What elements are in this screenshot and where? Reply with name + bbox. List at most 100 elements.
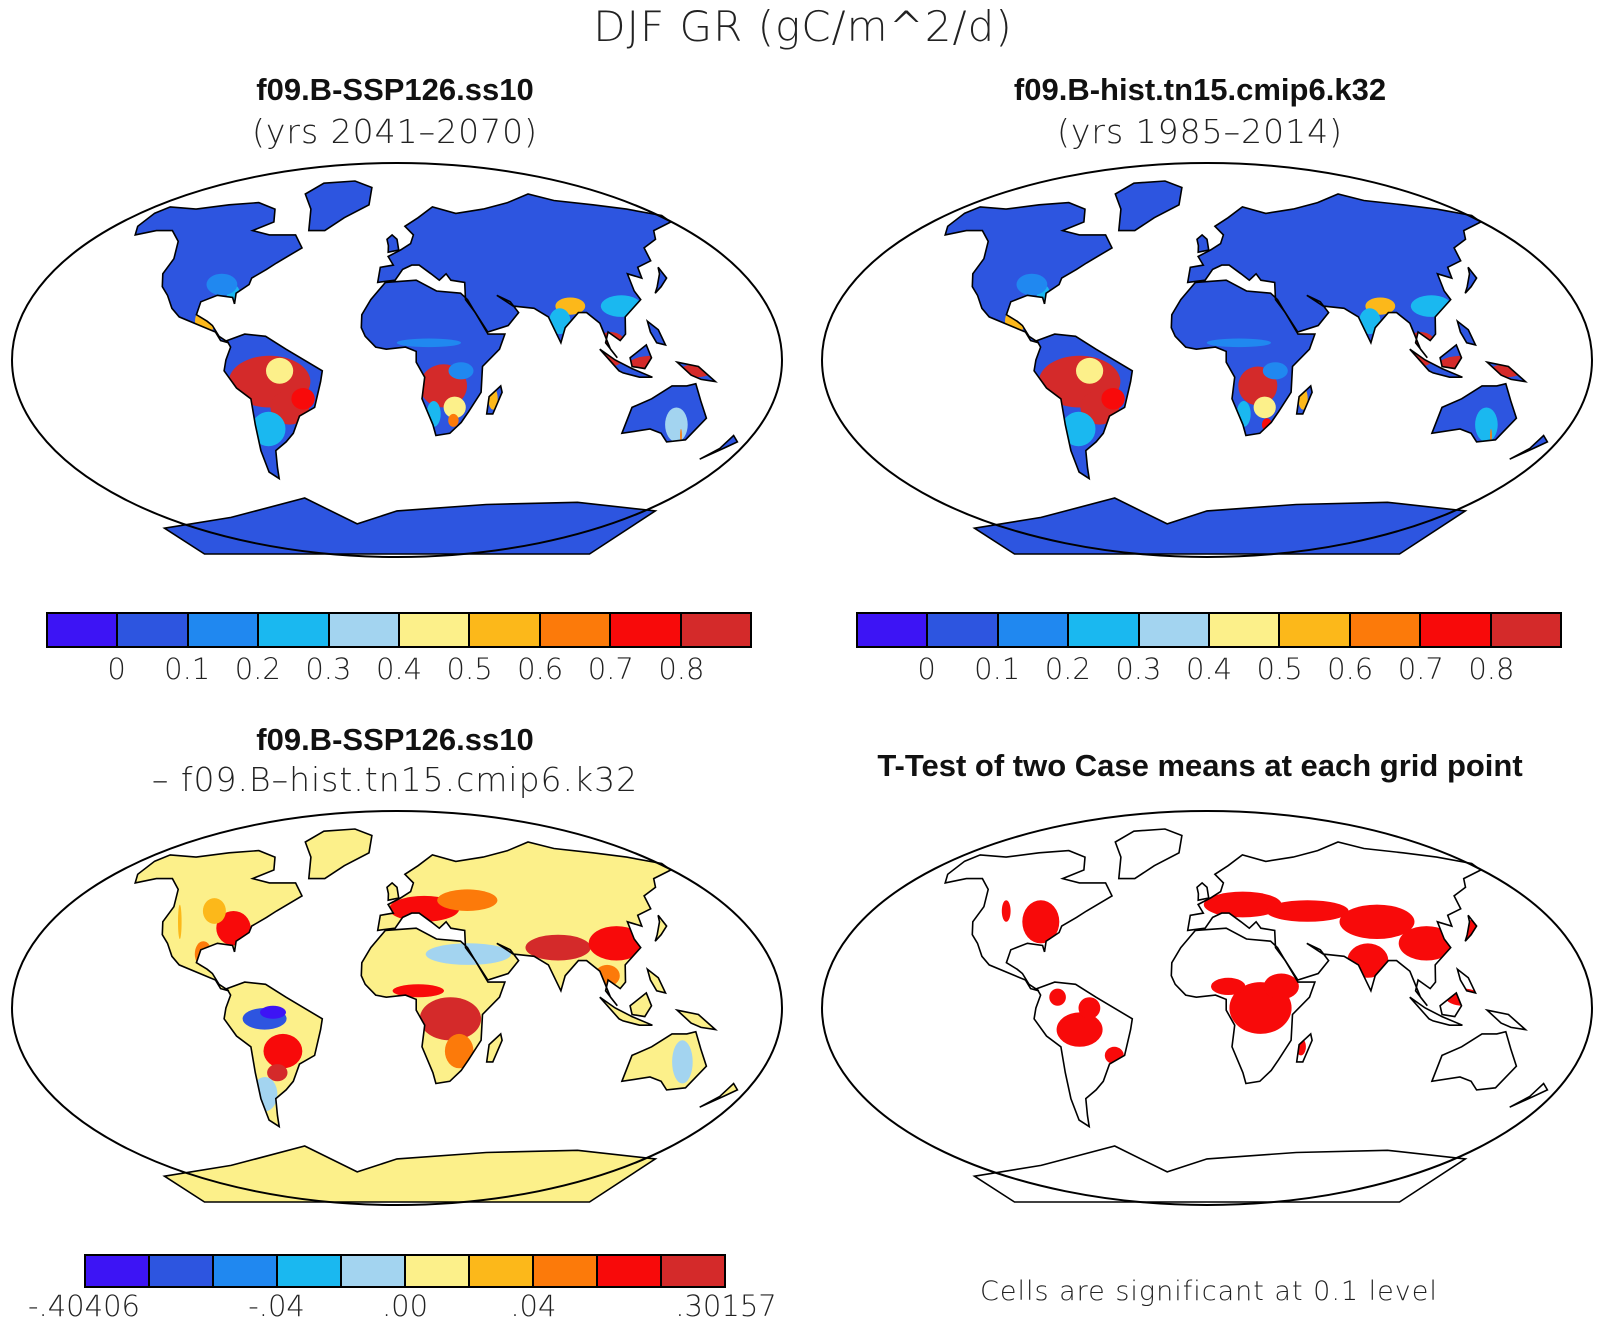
coastline-borneo bbox=[1439, 991, 1463, 1018]
field-patch bbox=[588, 926, 645, 961]
colorbar-box-4 bbox=[329, 614, 401, 646]
coastline-uk bbox=[1196, 881, 1210, 902]
field-patch bbox=[1016, 273, 1048, 296]
field-patch bbox=[1490, 429, 1492, 442]
coastline-uk bbox=[386, 881, 400, 902]
field-patch bbox=[672, 1040, 693, 1084]
field-patch bbox=[396, 338, 461, 348]
map-panel-1 bbox=[11, 162, 783, 558]
field-patch bbox=[263, 1033, 303, 1069]
field-patch bbox=[1262, 362, 1288, 380]
field-patch bbox=[267, 1064, 288, 1082]
colorbar-box-7 bbox=[534, 1256, 598, 1286]
coastline-northAmerica bbox=[944, 201, 1114, 344]
coastline-indonesia bbox=[599, 348, 653, 378]
map-panel-2 bbox=[821, 162, 1593, 558]
panel-2-title: f09.B-hist.tn15.cmip6.k32 bbox=[1013, 72, 1387, 107]
field-patch bbox=[260, 1005, 286, 1019]
colorbar-tick-label: 0 bbox=[917, 652, 936, 686]
colorbar-tick-label: 0.1 bbox=[974, 652, 1021, 686]
colorbar-box-8 bbox=[611, 614, 682, 646]
field-patch bbox=[444, 1033, 474, 1069]
coastline-japan bbox=[654, 914, 668, 942]
map-border bbox=[821, 162, 1593, 558]
coastline-nz bbox=[699, 1082, 739, 1108]
coastline-madagascar bbox=[485, 1032, 503, 1063]
panel-3-subtitle: – f09.B–hist.tn15.cmip6.k32 bbox=[151, 760, 639, 799]
field-patch bbox=[525, 934, 591, 961]
field-patch bbox=[291, 388, 315, 410]
coastline-eurasia bbox=[1186, 193, 1483, 359]
colorbar-box-5 bbox=[400, 614, 471, 646]
colorbar-box-5 bbox=[1210, 614, 1281, 646]
coastline-greenland bbox=[1114, 828, 1183, 880]
field-patch bbox=[665, 407, 688, 442]
colorbar-box-6 bbox=[470, 1256, 534, 1286]
panel-3-title: f09.B-SSP126.ss10 bbox=[256, 722, 534, 757]
coastline-madagascar bbox=[1295, 1032, 1313, 1063]
colorbar-panel-1 bbox=[46, 612, 752, 648]
colorbar-box-1 bbox=[928, 614, 999, 646]
coastline-indonesia bbox=[599, 996, 653, 1026]
field-patch bbox=[178, 904, 182, 939]
coastline-newguinea bbox=[1484, 360, 1528, 383]
field-patch bbox=[1206, 338, 1271, 348]
map-panel-3 bbox=[11, 810, 783, 1206]
coastline-australia bbox=[1430, 382, 1518, 443]
coastline-philippines bbox=[1455, 967, 1477, 995]
colorbar-tick-label: .00 bbox=[381, 1289, 429, 1323]
coastline-southAmerica bbox=[1033, 333, 1134, 481]
colorbar-tick-label: .30157 bbox=[675, 1289, 777, 1323]
colorbar-tick-label: 0.6 bbox=[1327, 652, 1374, 686]
coastline-newguinea bbox=[674, 1008, 718, 1031]
field-patch bbox=[1475, 407, 1498, 442]
coastline-borneo bbox=[629, 343, 653, 370]
field-patch bbox=[1266, 900, 1349, 922]
field-patch bbox=[448, 362, 474, 380]
colorbar-tick-label: 0.5 bbox=[446, 652, 493, 686]
field-patch bbox=[251, 411, 286, 447]
colorbar-tick-label: 0.2 bbox=[1044, 652, 1091, 686]
colorbar-box-9 bbox=[1491, 614, 1561, 646]
field-patch bbox=[1061, 411, 1096, 447]
panel-1-title: f09.B-SSP126.ss10 bbox=[256, 72, 534, 107]
coastline-newguinea bbox=[674, 360, 718, 383]
coastline-northAmerica bbox=[944, 849, 1114, 992]
field-patch bbox=[266, 357, 294, 384]
coastline-indonesia bbox=[1409, 348, 1463, 378]
colorbar-tick-label: 0.4 bbox=[375, 652, 423, 686]
field-patch bbox=[1001, 900, 1011, 922]
colorbar-tick-label: 0.2 bbox=[234, 652, 281, 686]
colorbar-box-9 bbox=[662, 1256, 724, 1286]
colorbar-tick-label: -.40406 bbox=[28, 1289, 140, 1323]
colorbar-tick-label: 0.5 bbox=[1256, 652, 1303, 686]
colorbar-panel-3-labels: -.40406 -.04 .00 .04 .30157 bbox=[28, 1289, 777, 1323]
colorbar-box-3 bbox=[278, 1256, 342, 1286]
colorbar-box-8 bbox=[1421, 614, 1492, 646]
colorbar-box-0 bbox=[858, 614, 929, 646]
field-patch bbox=[425, 943, 512, 965]
colorbar-panel-2-labels: 0 0.1 0.2 0.3 0.4 0.5 0.6 0.7 0.8 bbox=[856, 652, 1562, 686]
coastline-philippines bbox=[645, 319, 667, 347]
colorbar-box-7 bbox=[540, 614, 612, 646]
colorbar-box-3 bbox=[1069, 614, 1140, 646]
colorbar-tick-label: 0.8 bbox=[1468, 652, 1515, 686]
colorbar-tick-label: 0.3 bbox=[1115, 652, 1162, 686]
colorbar-tick-label: 0.8 bbox=[658, 652, 705, 686]
colorbar-box-2 bbox=[188, 614, 260, 646]
panel-2-subtitle: (yrs 1985–2014) bbox=[1057, 112, 1343, 151]
colorbar-panel-1-labels: 0 0.1 0.2 0.3 0.4 0.5 0.6 0.7 0.8 bbox=[46, 652, 752, 686]
field-patch bbox=[1253, 396, 1276, 419]
colorbar-tick-label: 0.6 bbox=[517, 652, 564, 686]
field-patch bbox=[1078, 997, 1101, 1019]
coastline-philippines bbox=[645, 967, 667, 995]
field-patch bbox=[1398, 926, 1455, 961]
map-panel-4 bbox=[821, 810, 1593, 1206]
field-patch bbox=[1049, 988, 1066, 1006]
colorbar-box-8 bbox=[598, 1256, 662, 1286]
coastline-africa bbox=[1170, 279, 1317, 437]
coastline-greenland bbox=[304, 828, 373, 880]
field-patch bbox=[419, 997, 482, 1041]
coastline-nz bbox=[1509, 1082, 1549, 1108]
field-patch bbox=[1339, 904, 1415, 939]
